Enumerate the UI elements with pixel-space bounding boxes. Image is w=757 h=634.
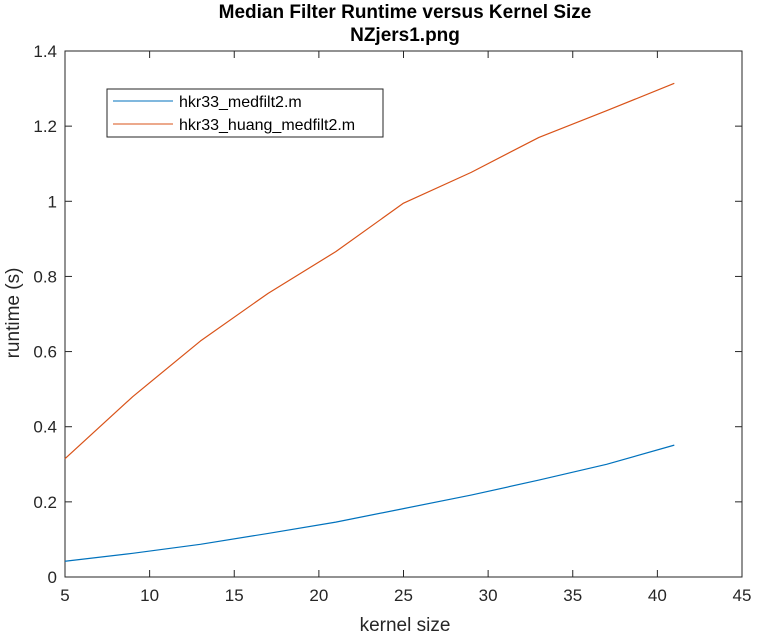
x-tick-label: 40 [648, 586, 667, 605]
series-line-1 [64, 444, 675, 562]
x-tick-label: 10 [140, 586, 159, 605]
chart-title: Median Filter Runtime versus Kernel Size [219, 2, 592, 23]
series-group [64, 82, 675, 562]
legend-label-series-1: hkr33_medfilt2.m [179, 94, 302, 111]
y-tick-label: 0 [48, 568, 57, 587]
y-tick-label: 0.4 [33, 418, 57, 437]
y-tick-label: 1.4 [33, 42, 57, 61]
x-tick-label: 5 [60, 586, 69, 605]
y-tick-label: 0.2 [33, 493, 57, 512]
y-axis: 0 0.2 0.4 0.6 0.8 1 1.2 1.4 [33, 42, 742, 587]
y-tick-label: 1 [48, 192, 57, 211]
legend-label-series-2: hkr33_huang_medfilt2.m [179, 117, 355, 134]
x-tick-label: 35 [563, 586, 582, 605]
chart-subtitle: NZjers1.png [350, 25, 460, 46]
y-tick-label: 1.2 [33, 117, 57, 136]
y-axis-label: runtime (s) [3, 268, 24, 359]
legend: hkr33_medfilt2.m hkr33_huang_medfilt2.m [106, 88, 384, 138]
y-tick-label: 0.6 [33, 343, 57, 362]
x-tick-label: 25 [394, 586, 413, 605]
plot-area: 5 10 15 20 25 30 35 40 45 0 0.2 0.4 0.6 0.8 1 1.2 1.4 [33, 42, 751, 605]
series-line-2 [64, 82, 675, 460]
x-tick-label: 30 [479, 586, 498, 605]
x-axis: 5 10 15 20 25 30 35 40 45 [60, 51, 751, 605]
y-tick-label: 0.8 [33, 267, 57, 286]
legend-box [106, 88, 384, 138]
x-tick-label: 20 [309, 586, 328, 605]
x-tick-label: 15 [225, 586, 244, 605]
plot-frame [64, 50, 743, 578]
x-axis-label: kernel size [360, 615, 451, 634]
x-tick-label: 45 [733, 586, 752, 605]
